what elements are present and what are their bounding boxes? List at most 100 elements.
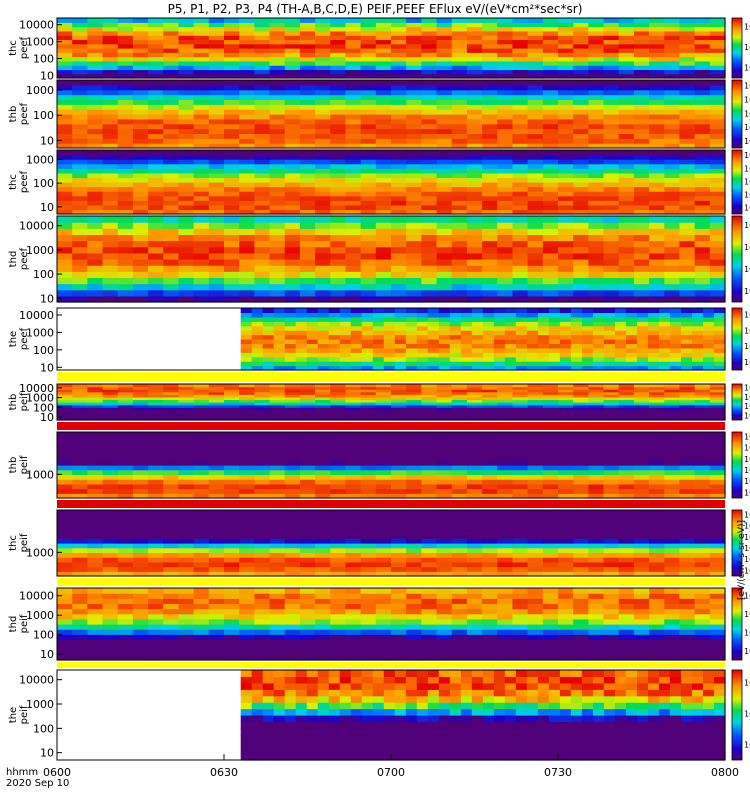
heatmap-cell (254, 56, 271, 62)
heatmap-cell (436, 89, 453, 96)
heatmap-cell (649, 177, 665, 183)
heatmap-cell (679, 35, 696, 41)
heatmap-cell (709, 538, 726, 544)
heatmap-cell (633, 404, 650, 408)
heatmap-cell (603, 26, 620, 32)
heatmap-cell (254, 172, 271, 179)
heatmap-cell (649, 56, 665, 62)
heatmap-cell (482, 216, 498, 223)
heatmap-cell (315, 154, 331, 160)
heatmap-cell (471, 365, 484, 371)
heatmap-cell (493, 308, 506, 314)
heatmap-cell (208, 283, 225, 291)
heatmap-cell (515, 343, 528, 349)
heatmap-cell (375, 436, 392, 443)
heatmap-cell (694, 182, 711, 188)
heatmap-cell (360, 283, 377, 291)
heatmap-cell (664, 204, 681, 211)
heatmap-cell (618, 524, 635, 530)
colorbar-tick-label: 10⁷ (744, 164, 750, 173)
heatmap-cell (618, 177, 635, 183)
heatmap-cell (269, 186, 286, 192)
heatmap-cell (299, 561, 316, 568)
heatmap-cell (709, 460, 726, 466)
heatmap-cell (57, 384, 73, 388)
heatmap-cell (466, 547, 483, 554)
heatmap-cell (512, 265, 529, 272)
heatmap-cell (702, 352, 715, 358)
heatmap-cell (527, 407, 544, 411)
heatmap-cell (573, 114, 589, 120)
heatmap-cell (269, 35, 286, 41)
heatmap-cell (618, 557, 635, 563)
heatmap-cell (391, 394, 407, 398)
heatmap-cell (527, 460, 544, 466)
heatmap-cell (618, 60, 635, 66)
heatmap-cell (57, 48, 73, 53)
heatmap-cell (224, 528, 240, 535)
heatmap-cell (87, 26, 104, 32)
heatmap-cell (603, 18, 620, 23)
heatmap-cell (512, 432, 529, 438)
heatmap-cell (178, 460, 195, 466)
heatmap-cell (588, 177, 605, 183)
heatmap-cell (709, 80, 726, 86)
heatmap-cell (512, 547, 529, 554)
heatmap-cell (193, 571, 210, 577)
heatmap-cell (405, 312, 418, 318)
heatmap-cell (391, 240, 407, 248)
heatmap-cell (709, 26, 726, 32)
heatmap-cell (451, 389, 468, 393)
heatmap-cell (618, 163, 635, 169)
heatmap-cell (102, 432, 119, 438)
heatmap-cell (239, 259, 255, 266)
heatmap-cell (603, 240, 620, 248)
heatmap-cell (512, 48, 529, 53)
heatmap-cell (132, 519, 149, 525)
heatmap-cell (163, 407, 180, 411)
heatmap-cell (649, 118, 665, 125)
heatmap-cell (57, 514, 73, 521)
heatmap-cell (57, 73, 73, 79)
heatmap-cell (664, 246, 681, 254)
heatmap-cell (178, 209, 195, 215)
heatmap-cell (709, 22, 726, 28)
heatmap-cell (558, 533, 574, 539)
heatmap-cell (436, 265, 453, 272)
heatmap-cell (406, 43, 422, 49)
heatmap-cell (57, 386, 73, 390)
heatmap-cell (427, 325, 440, 331)
heatmap-cell (633, 234, 650, 242)
panel-frame (56, 79, 726, 149)
heatmap-cell (649, 391, 665, 395)
heatmap-cell (193, 538, 210, 544)
heatmap-cell (87, 384, 104, 388)
heatmap-cell (391, 514, 407, 521)
heatmap-cell (482, 312, 495, 318)
heatmap-cell (315, 89, 331, 96)
heatmap-cell (240, 343, 253, 349)
heatmap-cell (269, 384, 286, 388)
heatmap-cell (102, 35, 119, 41)
heatmap-cell (406, 240, 422, 248)
heatmap-cell (497, 289, 514, 297)
heatmap-cell (603, 182, 620, 188)
heatmap-cell (436, 538, 453, 544)
heatmap-cell (330, 128, 347, 135)
heatmap-cell (573, 265, 589, 272)
heatmap-cell (497, 80, 514, 86)
heatmap-cell (117, 566, 134, 572)
heatmap-cell (132, 246, 149, 254)
heatmap-cell (391, 118, 407, 125)
heatmap-cell (87, 394, 104, 398)
heatmap-cell (466, 524, 483, 530)
heatmap-cell (558, 283, 574, 291)
heatmap-cell (315, 384, 331, 388)
heatmap-cell (603, 312, 616, 318)
heatmap-cell (679, 118, 696, 125)
heatmap-cell (588, 252, 605, 260)
heatmap-cell (512, 566, 529, 572)
heatmap-cell (148, 18, 164, 23)
heatmap-cell (132, 118, 149, 125)
heatmap-cell (269, 396, 286, 401)
